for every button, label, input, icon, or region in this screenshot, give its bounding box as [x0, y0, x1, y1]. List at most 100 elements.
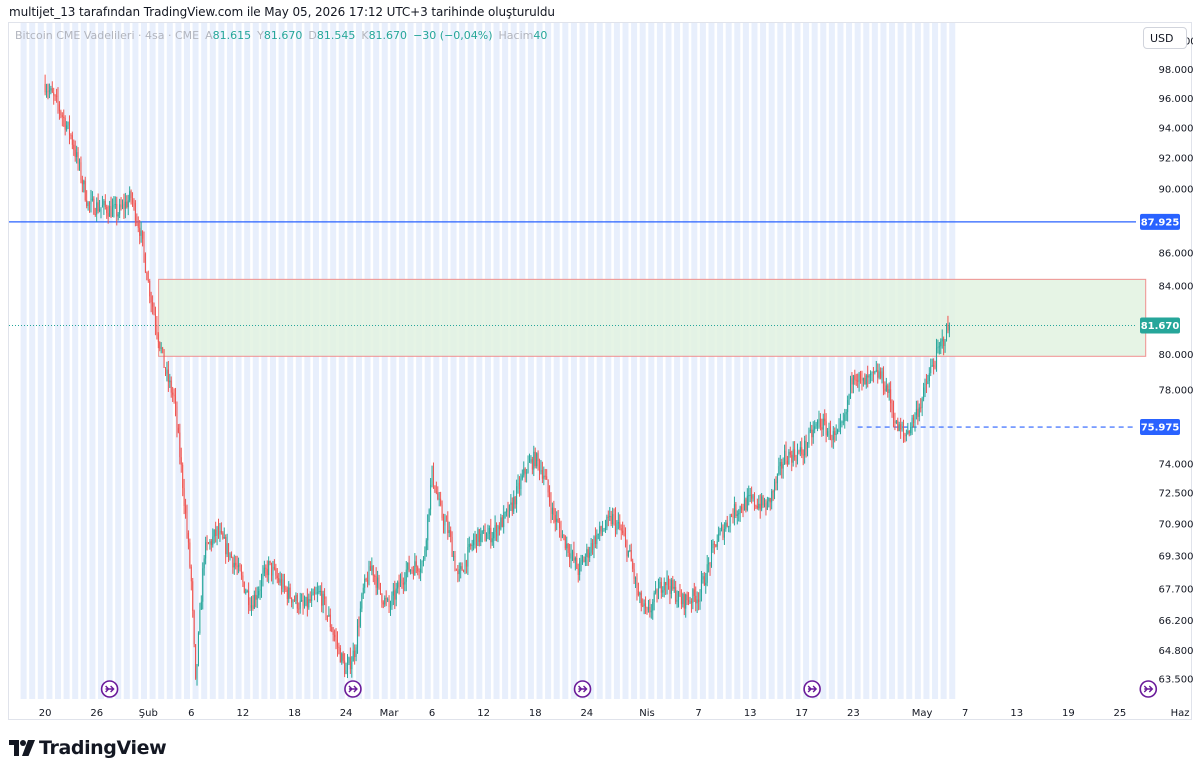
candle-body — [824, 418, 826, 422]
session-band — [97, 23, 105, 699]
candle-body — [265, 567, 267, 569]
candle-body — [422, 558, 424, 562]
candle-body — [564, 535, 566, 549]
candle-body — [719, 529, 721, 534]
price-chart[interactable]: 100.00098.00096.00094.00092.00090.00086.… — [9, 23, 1193, 721]
candle-body — [239, 564, 241, 571]
candle-body — [821, 427, 823, 430]
candle-body — [539, 460, 541, 472]
session-band — [467, 23, 474, 699]
candle-body — [930, 366, 932, 374]
candle-body — [222, 532, 224, 539]
chart-frame[interactable]: 100.00098.00096.00094.00092.00090.00086.… — [8, 22, 1193, 721]
candle-body — [471, 545, 473, 547]
currency-selector-button[interactable]: USD — [1143, 27, 1187, 49]
candle-body — [637, 591, 639, 595]
session-band — [708, 23, 715, 699]
candle-body — [867, 375, 869, 378]
candle-body — [117, 214, 119, 217]
session-band — [72, 23, 79, 699]
support-resistance-zone[interactable] — [158, 278, 1147, 357]
candle-body — [478, 529, 480, 542]
candle-body — [937, 347, 939, 349]
tradingview-brand[interactable]: TradingView — [9, 737, 167, 759]
candle-body — [524, 468, 526, 474]
session-band — [562, 23, 569, 699]
candle-body — [410, 569, 412, 572]
candle-body — [802, 454, 804, 456]
brand-name: TradingView — [39, 737, 167, 759]
candle-body — [215, 529, 217, 536]
candle-body — [590, 543, 592, 553]
candle-body — [543, 475, 545, 479]
candle-body — [693, 589, 695, 596]
candle-body — [762, 496, 764, 506]
candle-body — [603, 530, 605, 532]
candle-body — [516, 486, 518, 505]
arrow-circle-icon[interactable] — [344, 680, 362, 698]
candle-body — [759, 503, 761, 510]
session-band — [837, 23, 844, 699]
candle-body — [870, 373, 872, 376]
x-axis-tick-label: 25 — [1114, 708, 1127, 719]
candle-body — [521, 475, 523, 479]
candle-body — [852, 375, 854, 385]
candle-body — [420, 568, 422, 573]
candle-body — [70, 134, 72, 136]
candle-body — [97, 202, 99, 212]
candle-body — [243, 582, 245, 593]
arrow-circle-icon[interactable] — [1139, 680, 1158, 698]
candle-body — [143, 238, 145, 254]
candle-body — [690, 600, 692, 603]
session-band — [37, 23, 44, 699]
candle-body — [623, 532, 625, 536]
candle-body — [207, 542, 209, 544]
candle-body — [56, 95, 58, 97]
candle-body — [688, 600, 690, 603]
candle-body — [708, 563, 710, 565]
candle-body — [199, 609, 201, 634]
candle-body — [758, 503, 760, 509]
candle-body — [680, 596, 682, 605]
candle-body — [435, 491, 437, 493]
candle-body — [167, 369, 169, 383]
candle-body — [685, 594, 687, 609]
candle-body — [862, 377, 864, 381]
candle-body — [666, 577, 668, 586]
session-band — [665, 23, 672, 699]
x-axis-tick-label: 19 — [1062, 708, 1075, 719]
candle-body — [273, 567, 275, 569]
session-band — [519, 23, 526, 699]
candle-body — [369, 566, 371, 571]
candle-body — [506, 509, 508, 513]
candle-body — [248, 590, 250, 606]
arrow-circle-icon[interactable] — [100, 680, 119, 698]
session-band — [459, 23, 466, 699]
candle-body — [326, 615, 328, 617]
session-band — [682, 23, 689, 699]
session-band — [140, 23, 148, 699]
arrow-circle-icon[interactable] — [803, 680, 821, 698]
candle-body — [286, 589, 288, 599]
last-price-tag-text: 81.670 — [1141, 321, 1180, 332]
candle-body — [607, 516, 609, 518]
candle-body — [457, 570, 459, 575]
candle-body — [101, 205, 103, 208]
candle-body — [504, 512, 506, 514]
candle-body — [392, 590, 394, 596]
candle-body — [173, 394, 175, 397]
candle-body — [825, 421, 827, 436]
candle-body — [756, 506, 758, 509]
candle-body — [351, 661, 353, 670]
candle-body — [599, 526, 601, 534]
candle-body — [114, 204, 116, 206]
candle-body — [887, 385, 889, 393]
arrow-circle-icon[interactable] — [573, 680, 592, 698]
candle-body — [890, 389, 892, 404]
candle-body — [398, 582, 400, 587]
candle-body — [537, 453, 539, 461]
candle-body — [106, 206, 108, 214]
candle-body — [100, 207, 102, 210]
candle-body — [847, 400, 849, 413]
candle-body — [597, 533, 599, 535]
